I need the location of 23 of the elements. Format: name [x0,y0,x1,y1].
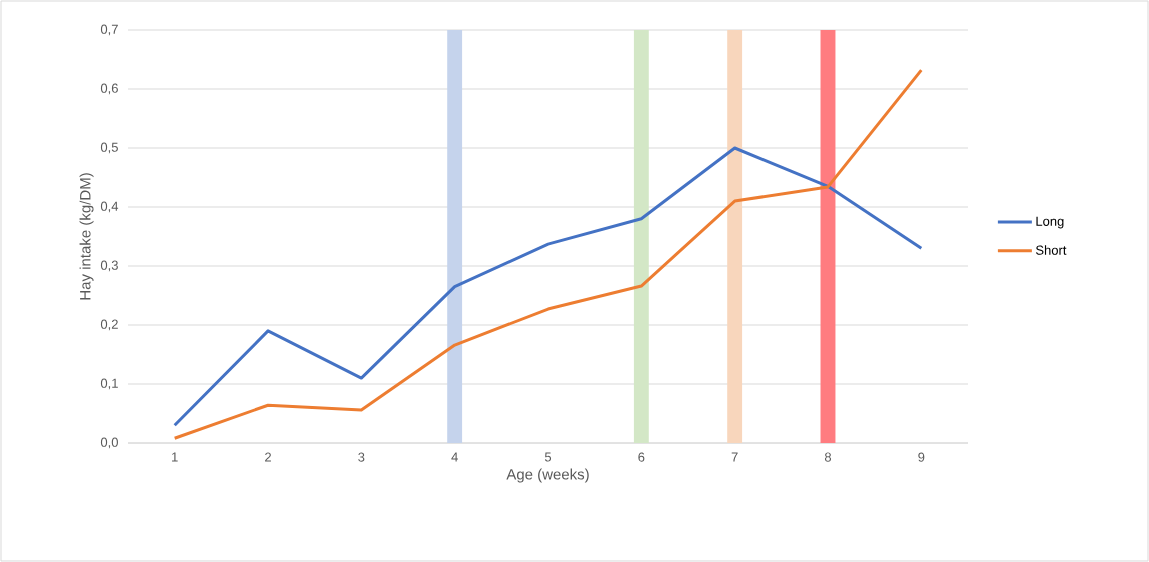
x-tick-label: 3 [358,452,365,462]
line-series [173,146,923,427]
x-tick-label: 2 [265,452,271,462]
legend-label: Short [1035,245,1067,255]
x-tick-label: 5 [544,452,552,462]
y-tick-label: 0,1 [100,378,118,390]
y-tick-label: 0,6 [100,83,118,95]
x-axis-title: Age (weeks) [506,468,589,483]
x-tick-label: 6 [638,452,645,462]
legend-label: Long [1036,216,1064,229]
y-tick-label: 0,0 [100,437,118,449]
x-tick-label: 4 [451,452,458,462]
y-tick-label: 0,3 [100,260,118,272]
y-tick-label: 0,4 [100,201,119,213]
x-tick-label: 1 [172,452,178,462]
x-tick-label: 8 [824,452,832,462]
y-tick-label: 0,2 [100,319,118,331]
y-tick-label: 0,5 [100,142,118,154]
x-tick-label: 7 [731,452,738,462]
x-tick-label: 9 [918,452,925,462]
y-tick-label: 0,7 [100,24,118,36]
y-axis-title: Hay intake (kg/DM) [79,173,94,300]
line-series [173,68,923,440]
